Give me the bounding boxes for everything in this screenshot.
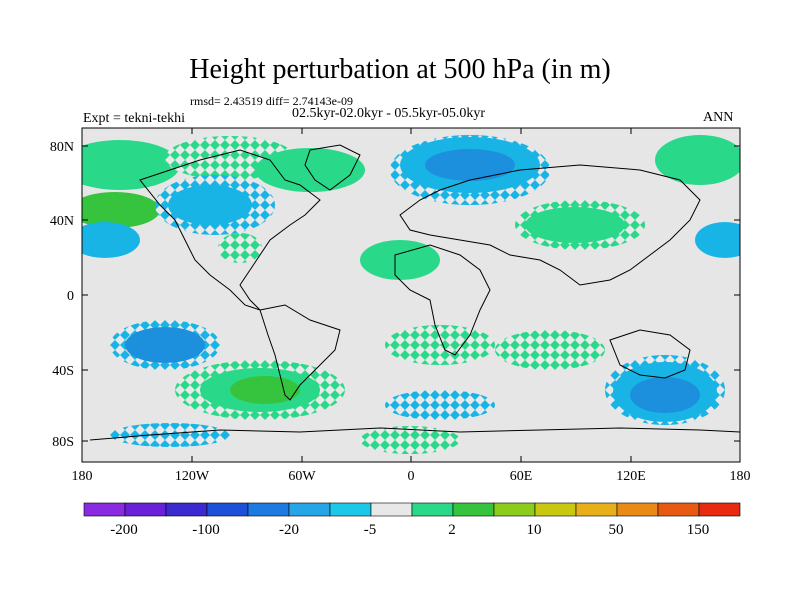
colorbar-swatch [124, 502, 167, 517]
colorbar-swatch [411, 502, 454, 517]
lon-label: 120W [175, 469, 210, 484]
colorbar-swatch [657, 502, 700, 517]
contour-positive-atlantic [360, 240, 440, 280]
contour-negative-dateline-east [695, 222, 740, 258]
coast-africa [394, 244, 491, 356]
colorbar-swatch [288, 502, 331, 517]
contour-hatched-south-indian [385, 390, 495, 420]
coast-eurasia [399, 164, 701, 286]
coast-australia [609, 329, 691, 379]
lon-label: 0 [408, 469, 415, 484]
coast-greenland [304, 144, 361, 191]
lon-label: 180 [730, 469, 751, 484]
contour-positive-asia [525, 207, 625, 243]
season-label: ANN [703, 110, 734, 125]
coast-south-america [259, 304, 341, 401]
contour-positive-greenland [255, 148, 365, 192]
axis-ticks [81, 128, 741, 462]
colorbar-swatch [534, 502, 577, 517]
colorbar-label: -20 [279, 522, 299, 538]
lon-label: 120E [616, 469, 646, 484]
contour-hatched-antarctic-west [110, 423, 230, 447]
colorbar-swatch [247, 502, 290, 517]
contour-negative-na [168, 185, 252, 225]
colorbar-swatch [616, 502, 659, 517]
colorbar-label: 2 [448, 522, 456, 538]
contour-positive-ne-asia [655, 135, 740, 185]
colorbar-label: -200 [110, 522, 138, 538]
colorbar-swatch [370, 502, 413, 517]
colorbar-swatch [698, 502, 741, 517]
contour-negative-eurasia-core [425, 149, 515, 181]
colorbar [83, 502, 741, 517]
colorbar-label: -5 [364, 522, 377, 538]
contour-positive-arctic-west [82, 140, 180, 190]
stats-text: rmsd= 2.43519 diff= 2.74143e-09 [190, 94, 353, 108]
lon-label: 180 [72, 469, 93, 484]
colorbar-swatch [165, 502, 208, 517]
coastlines [89, 144, 740, 441]
lat-label: 40S [52, 364, 74, 379]
colorbar-swatch [329, 502, 372, 517]
contour-positive-nw-pacific [82, 192, 160, 228]
contour-negative-south-pacific [125, 327, 205, 363]
contour-hatched-south-africa [385, 325, 495, 365]
colorbar-swatch [206, 502, 249, 517]
lat-label: 80S [52, 435, 74, 450]
map-title: Height perturbation at 500 hPa (in m) [189, 54, 611, 85]
coast-antarctica [89, 427, 740, 441]
colorbar-label: -100 [192, 522, 220, 538]
colorbar-swatch [452, 502, 495, 517]
colorbar-swatch [493, 502, 536, 517]
contour-hatched-na-east [218, 233, 262, 263]
contour-negative-aus-core [630, 377, 700, 413]
contour-hatched-indian [495, 330, 605, 370]
colorbar-swatch [83, 502, 126, 517]
lon-label: 60E [510, 469, 533, 484]
lat-label: 0 [67, 289, 74, 304]
experiment-label: Expt = tekni-tekhi [83, 111, 185, 126]
lat-label: 80N [50, 140, 74, 155]
coast-north-america [139, 149, 321, 311]
colorbar-swatch [575, 502, 618, 517]
period-text: 02.5kyr-02.0kyr - 05.5kyr-05.0kyr [292, 106, 486, 121]
contour-fields [82, 135, 740, 454]
contour-negative-dateline-west [82, 222, 140, 258]
colorbar-label: 50 [609, 522, 624, 538]
colorbar-label: 150 [687, 522, 710, 538]
lat-label: 40N [50, 214, 74, 229]
lon-label: 60W [288, 469, 316, 484]
colorbar-label: 10 [527, 522, 542, 538]
contour-hatched-antarctic [360, 426, 460, 454]
